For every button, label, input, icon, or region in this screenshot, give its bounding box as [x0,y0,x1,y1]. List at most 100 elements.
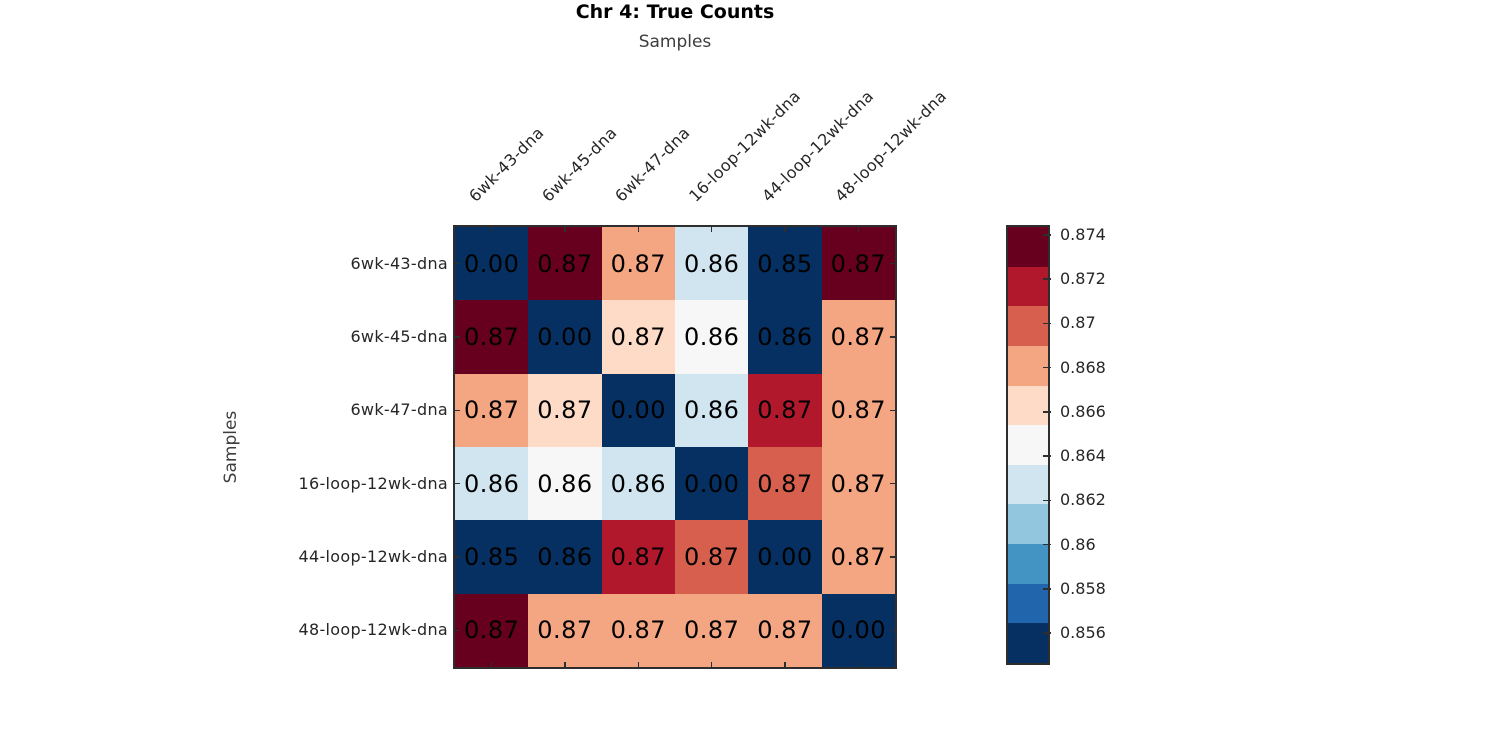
x-tick-label: 6wk-43-dna [464,123,548,206]
colorbar-tick-label: 0.856 [1060,622,1106,642]
colorbar-tick-mark [1043,588,1051,590]
heatmap-cell: 0.86 [675,373,749,447]
colorbar-tick-mark [1043,322,1051,325]
heatmap-cell: 0.00 [748,520,822,594]
colorbar-band [1008,266,1048,307]
axis-tick-mark [784,662,786,667]
heatmap-cell: 0.87 [455,300,529,374]
heatmap-cell: 0.00 [821,593,895,667]
colorbar-band [1008,306,1048,346]
colorbar [1006,225,1050,665]
axis-tick-mark [710,227,713,232]
colorbar-tick-label: 0.872 [1060,269,1106,289]
colorbar-band [1008,345,1048,386]
heatmap-cell: 0.00 [528,300,602,374]
heatmap-cell: 0.87 [748,593,822,667]
colorbar-tick-label: 0.874 [1060,225,1106,244]
heatmap-cell: 0.87 [455,593,529,667]
colorbar-tick-mark [1043,632,1051,634]
axis-tick-mark [637,227,640,232]
axis-tick-mark [455,482,460,485]
heatmap-cell: 0.87 [675,593,749,667]
heatmap-cell: 0.86 [601,447,675,521]
y-tick-label: 44-loop-12wk-dna [298,547,448,566]
axis-tick-mark [857,227,860,232]
heatmap-cell: 0.86 [675,300,749,374]
colorbar-tick-mark [1043,278,1051,280]
colorbar-tick-label: 0.87 [1060,313,1096,333]
heatmap-cell: 0.85 [455,520,529,594]
axis-tick-mark [890,482,895,485]
heatmap-cell: 0.87 [455,373,529,447]
heatmap-cell: 0.00 [675,447,749,521]
figure-title: Chr 4: True Counts [575,1,775,23]
heatmap-cell: 0.87 [528,373,602,447]
y-tick-label: 48-loop-12wk-dna [298,620,448,640]
heatmap-cell: 0.87 [528,227,602,301]
x-tick-label: 6wk-45-dna [538,123,621,206]
colorbar-tick-mark [1043,366,1051,369]
axis-tick-mark [890,336,895,338]
axis-tick-mark [455,262,460,265]
colorbar-tick-mark [1043,543,1051,546]
colorbar-band [1008,464,1048,505]
axis-tick-mark [455,556,460,558]
heatmap-cell: 0.87 [748,373,822,447]
x-axis-title: Samples [638,32,712,52]
axis-tick-mark [710,662,713,667]
colorbar-tick-mark [1043,455,1051,457]
axis-tick-mark [890,262,895,265]
heatmap-cell: 0.87 [821,520,895,594]
axis-tick-mark [564,662,566,667]
heatmap: 0.00 0.87 0.87 0.86 0.85 0.87 0.87 0.00 0.87 0.86… [453,225,897,669]
colorbar-band [1008,583,1048,624]
axis-tick-mark [490,227,493,232]
heatmap-cell: 0.00 [601,373,675,447]
heatmap-cell: 0.87 [821,447,895,521]
heatmap-cell: 0.86 [455,447,529,521]
axis-tick-mark [455,336,460,338]
axis-tick-mark [890,556,895,558]
colorbar-band [1008,623,1048,664]
colorbar-tick-label: 0.868 [1060,357,1106,377]
x-tick-label: 6wk-47-dna [611,123,694,206]
axis-tick-mark [637,662,640,667]
axis-tick-mark [784,227,786,232]
heatmap-cell: 0.86 [748,300,822,374]
y-tick-label: 6wk-43-dna [350,253,448,273]
colorbar-tick-mark [1043,234,1051,236]
colorbar-tick-label: 0.862 [1060,490,1106,510]
heatmap-cell: 0.87 [821,227,895,301]
heatmap-cell: 0.87 [748,447,822,521]
heatmap-cell: 0.00 [455,227,529,301]
colorbar-band [1008,227,1048,267]
colorbar-band [1008,544,1048,584]
colorbar-tick-mark [1043,411,1051,413]
heatmap-cell: 0.87 [601,300,675,374]
heatmap-cell: 0.87 [821,373,895,447]
heatmap-cell: 0.87 [601,227,675,301]
axis-tick-mark [490,662,493,667]
colorbar-tick-label: 0.86 [1060,534,1096,554]
heatmap-cell: 0.87 [528,593,602,667]
colorbar-band [1008,385,1048,426]
heatmap-cell: 0.86 [528,520,602,594]
y-tick-label: 16-loop-12wk-dna [298,473,448,493]
axis-tick-mark [455,409,460,412]
heatmap-cell: 0.85 [748,227,822,301]
colorbar-tick-mark [1043,499,1051,502]
colorbar-band [1008,504,1048,545]
axis-tick-mark [890,629,895,632]
heatmap-cell: 0.87 [675,520,749,594]
axis-tick-mark [890,409,895,412]
axis-tick-mark [857,662,860,667]
colorbar-band [1008,425,1048,465]
heatmap-cell: 0.86 [675,227,749,301]
axis-tick-mark [455,629,460,632]
heatmap-cell: 0.87 [601,520,675,594]
colorbar-tick-label: 0.866 [1060,401,1106,421]
heatmap-cell: 0.87 [601,593,675,667]
colorbar-tick-label: 0.858 [1060,578,1106,598]
y-tick-label: 6wk-47-dna [350,400,448,420]
